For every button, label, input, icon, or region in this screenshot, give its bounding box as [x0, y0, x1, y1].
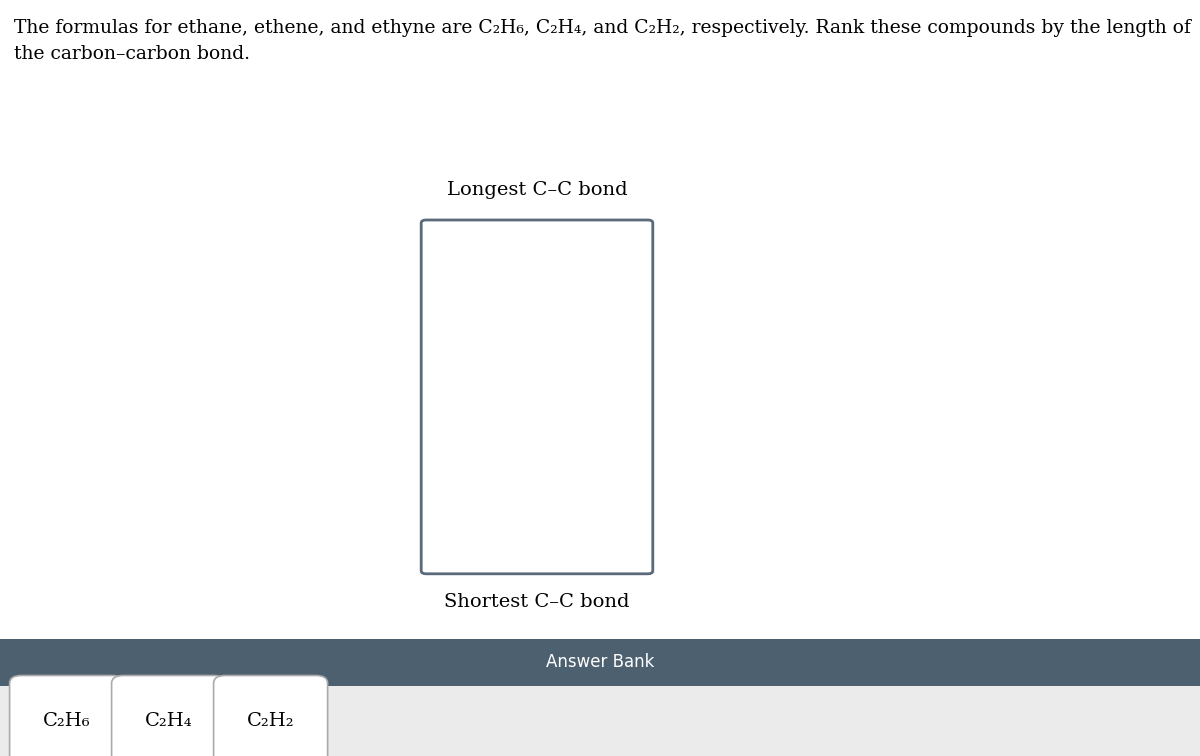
- Text: C₂H₄: C₂H₄: [145, 712, 192, 730]
- Text: C₂H₆: C₂H₆: [43, 712, 90, 730]
- Text: The formulas for ethane, ethene, and ethyne are C₂H₆, C₂H₄, and C₂H₂, respective: The formulas for ethane, ethene, and eth…: [14, 19, 1192, 37]
- Text: Longest C–C bond: Longest C–C bond: [446, 181, 628, 199]
- FancyBboxPatch shape: [214, 676, 328, 756]
- Bar: [0, 686, 1200, 756]
- FancyBboxPatch shape: [421, 220, 653, 574]
- Text: Answer Bank: Answer Bank: [546, 653, 654, 671]
- Text: C₂H₂: C₂H₂: [247, 712, 294, 730]
- Text: the carbon–carbon bond.: the carbon–carbon bond.: [14, 45, 251, 64]
- FancyBboxPatch shape: [10, 676, 124, 756]
- Text: Shortest C–C bond: Shortest C–C bond: [444, 593, 630, 612]
- FancyBboxPatch shape: [112, 676, 226, 756]
- Bar: [0, 639, 1200, 686]
